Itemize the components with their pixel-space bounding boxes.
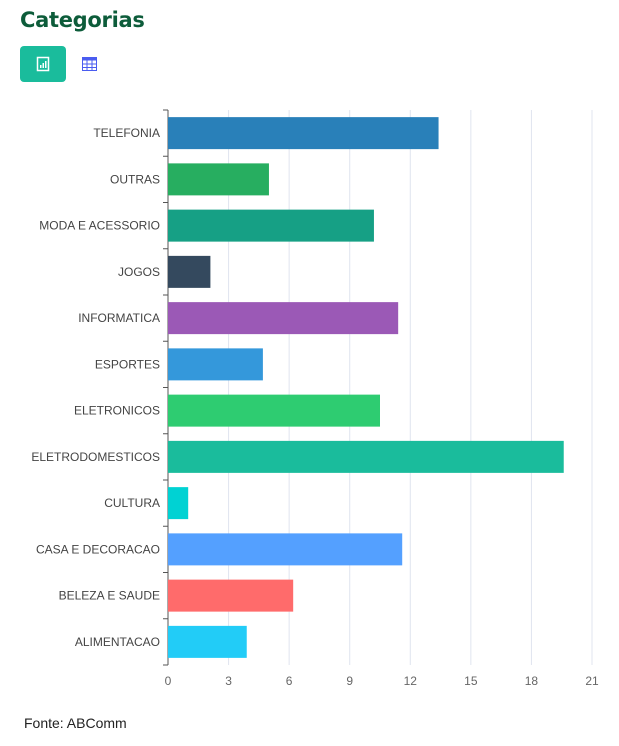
x-tick-label: 21 (585, 674, 599, 688)
bar-jogos (168, 255, 211, 288)
y-tick-label: ELETRODOMESTICOS (31, 450, 160, 464)
y-tick-label: OUTRAS (110, 172, 160, 186)
x-tick-label: 3 (225, 674, 232, 688)
y-tick-label: BELEZA E SAUDE (59, 589, 160, 603)
y-tick-label: INFORMATICA (78, 311, 160, 325)
table-icon (81, 57, 97, 71)
page-title: Categorias (20, 8, 145, 32)
y-tick-label: CASA E DECORACAO (36, 542, 160, 556)
bar-moda-e-acessorio (168, 209, 374, 242)
bar-chart: 0 3 6 9 12 15 18 21 TELEFONIA OUTRAS MODA E ACESSO… (31, 109, 599, 688)
bar-alimentacao (168, 625, 247, 658)
x-tick-label: 6 (286, 674, 293, 688)
x-tick-label: 9 (346, 674, 353, 688)
y-tick-label: MODA E ACESSORIO (39, 219, 160, 233)
bar-cultura (168, 487, 189, 520)
chart-view-button[interactable] (20, 46, 66, 82)
bar-casa-e-decoracao (168, 533, 403, 566)
y-tick-label: ESPORTES (95, 357, 160, 371)
bar-esportes (168, 348, 263, 381)
y-tick-label: CULTURA (104, 496, 160, 510)
bar-telefonia (168, 117, 439, 150)
bar-outras (168, 163, 269, 196)
source-note: Fonte: ABComm (24, 715, 127, 731)
x-tick-label: 15 (464, 674, 478, 688)
bar-eletrodomesticos (168, 440, 564, 473)
table-view-button[interactable] (66, 46, 112, 82)
bar-informatica (168, 302, 399, 335)
bar-eletronicos (168, 394, 380, 427)
y-tick-label: JOGOS (118, 265, 160, 279)
bar-beleza-e-saude (168, 579, 294, 612)
y-tick-label: TELEFONIA (93, 126, 160, 140)
x-tick-label: 12 (404, 674, 418, 688)
bar-chart-icon (36, 56, 50, 72)
y-tick-label: ALIMENTACAO (75, 635, 160, 649)
x-tick-label: 18 (525, 674, 539, 688)
y-tick-label: ELETRONICOS (74, 404, 160, 418)
x-tick-label: 0 (165, 674, 172, 688)
